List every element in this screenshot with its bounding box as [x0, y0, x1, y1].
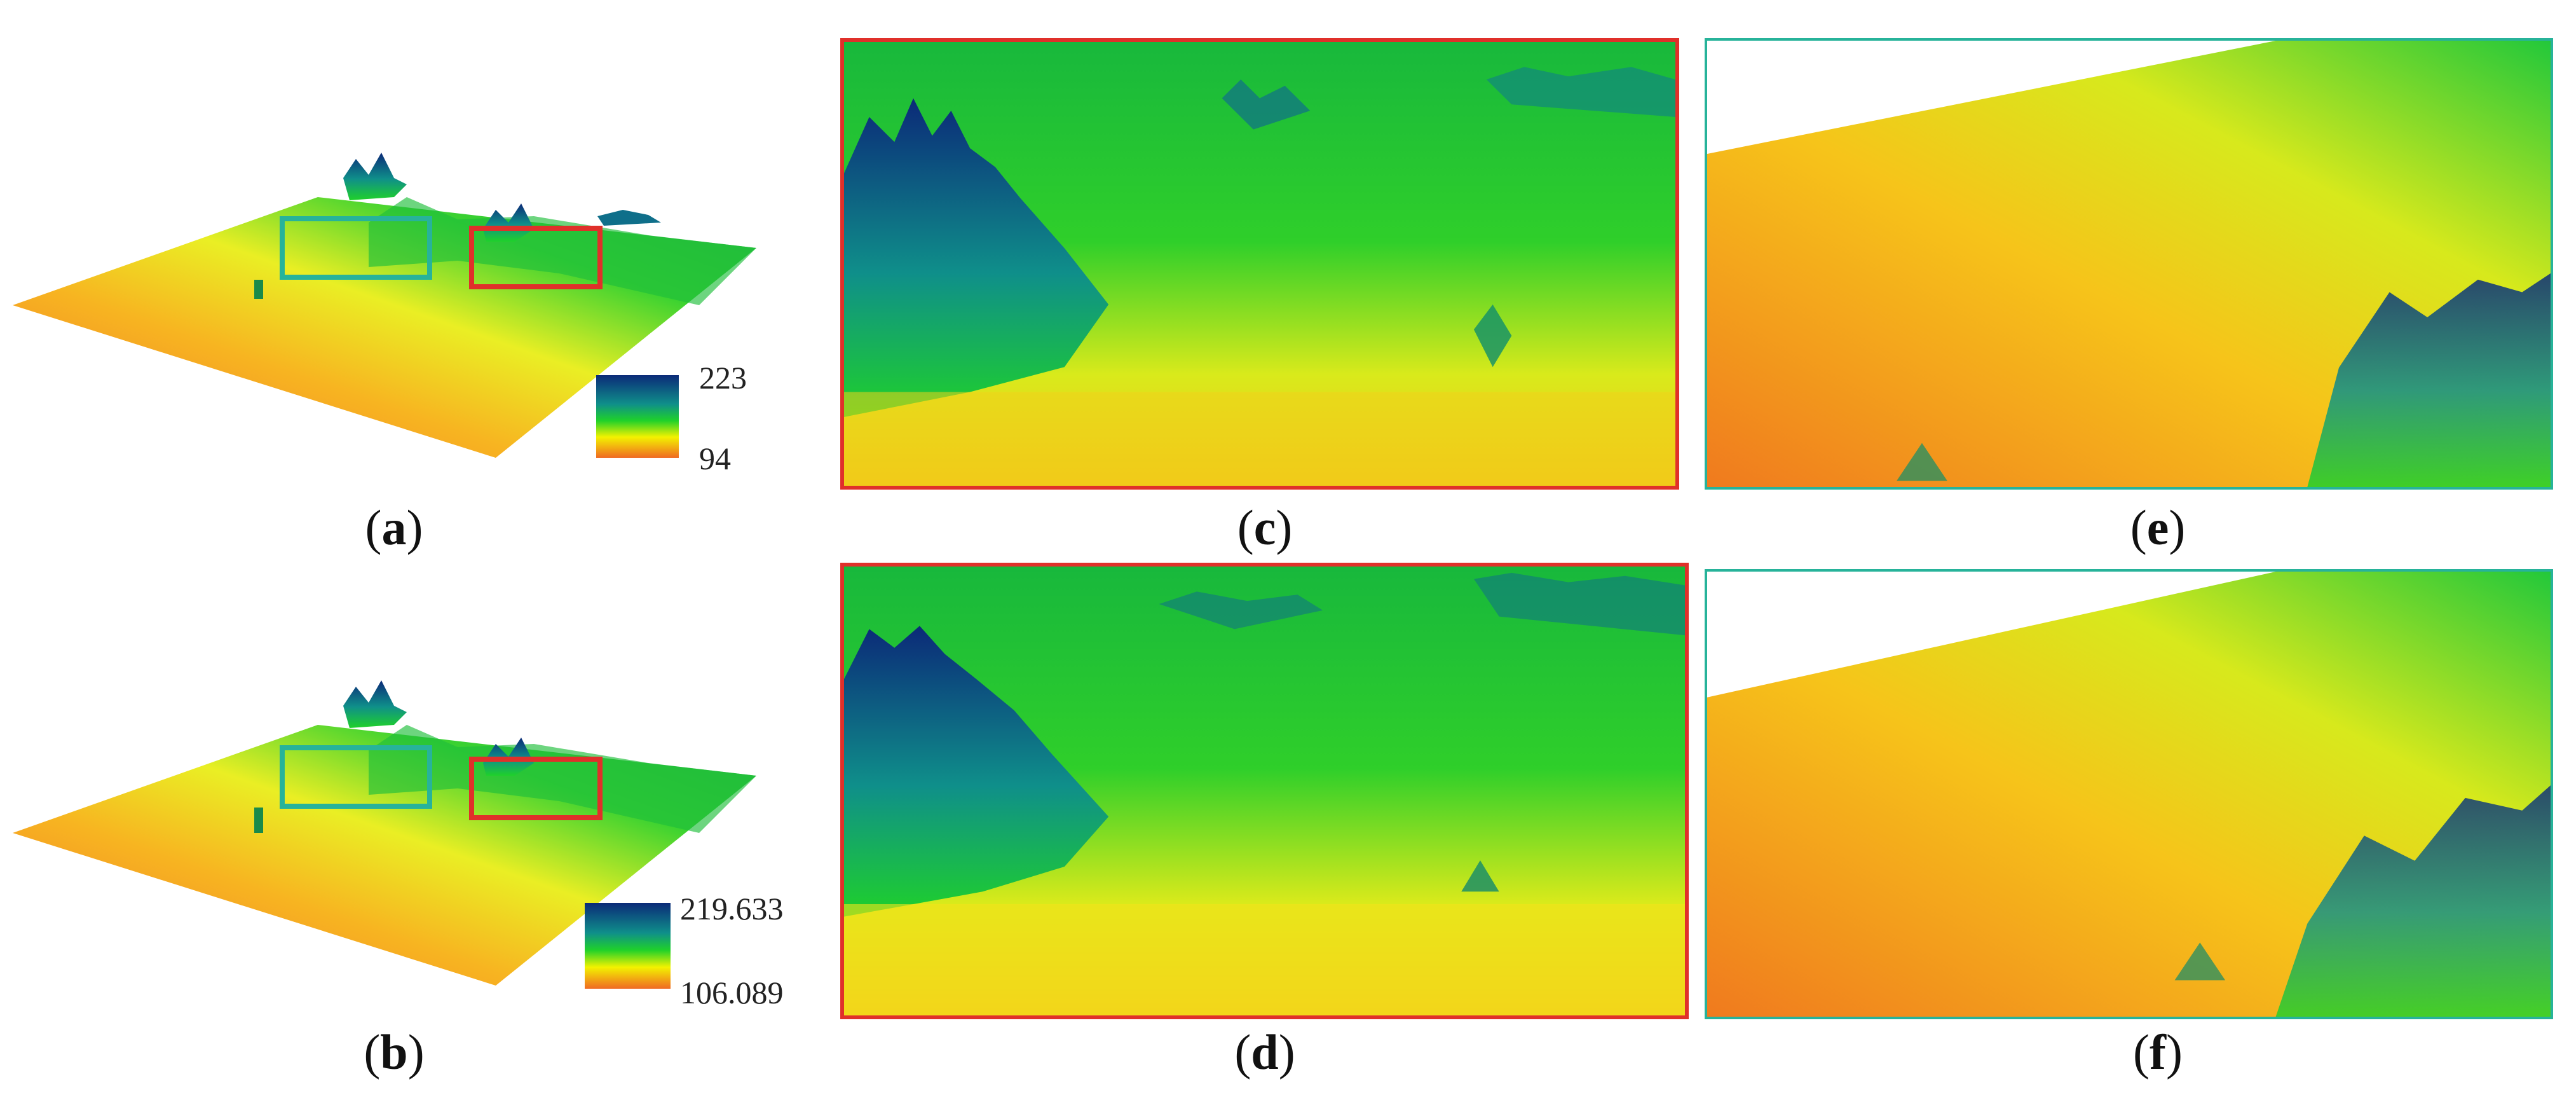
- caption-f-letter: f: [2150, 1024, 2166, 1080]
- caption-c-letter: c: [1253, 500, 1276, 555]
- red-roi-box-a: [469, 226, 603, 289]
- zoom-panel-c: [840, 38, 1679, 490]
- caption-d: (d): [1234, 1024, 1295, 1080]
- caption-f: (f): [2133, 1024, 2183, 1080]
- colorbar-a-max: 223: [699, 360, 747, 395]
- colorbar-b: [585, 903, 671, 989]
- green-roi-box-a: [280, 216, 432, 280]
- terrain-panel-a: [13, 140, 763, 471]
- colorbar-b-min: 106.089: [680, 975, 784, 1010]
- zoom-panel-e: [1705, 38, 2553, 490]
- colorbar-a-min: 94: [699, 441, 731, 476]
- caption-e-letter: e: [2146, 500, 2169, 555]
- terrain-panel-b: [13, 668, 763, 1005]
- zoom-panel-d: [840, 563, 1689, 1019]
- caption-d-letter: d: [1251, 1024, 1279, 1080]
- green-roi-box-b: [280, 745, 432, 809]
- caption-a: (a): [365, 500, 423, 555]
- zoom-panel-f: [1705, 569, 2553, 1019]
- colorbar-a: [596, 375, 679, 458]
- caption-a-letter: a: [381, 500, 407, 555]
- caption-b-letter: b: [380, 1024, 408, 1080]
- red-roi-box-b: [469, 757, 603, 820]
- caption-e: (e): [2130, 500, 2186, 555]
- colorbar-b-max: 219.633: [680, 891, 784, 926]
- caption-b: (b): [364, 1024, 425, 1080]
- caption-c: (c): [1237, 500, 1293, 555]
